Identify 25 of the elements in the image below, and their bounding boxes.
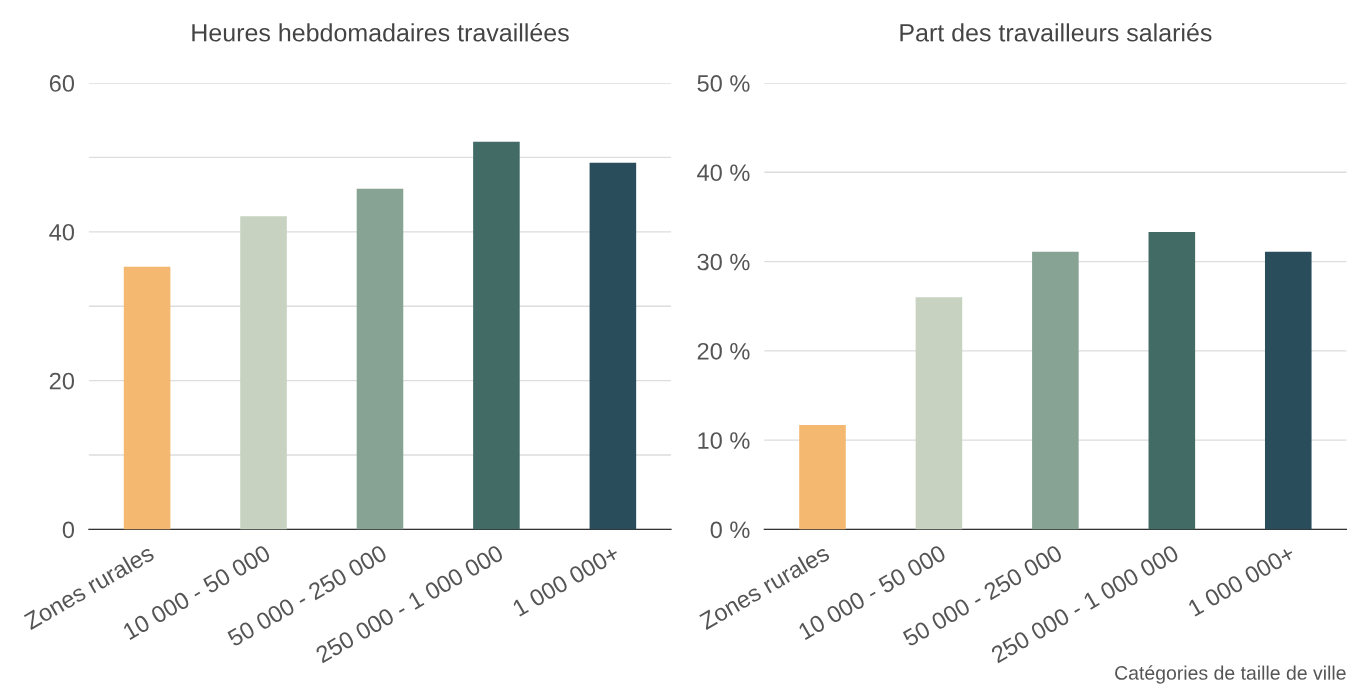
- bar: [589, 162, 637, 530]
- y-tick-label: 30 %: [697, 253, 750, 271]
- chart-title: Part des travailleurs salariés: [900, 22, 1212, 42]
- chart-title: Heures hebdomadaires travaillées: [192, 22, 569, 42]
- x-tick-label: 1 000 000+: [511, 544, 621, 617]
- y-tick-label: 40: [49, 223, 75, 241]
- x-tick-label: 1 000 000+: [1187, 544, 1296, 617]
- bar: [356, 188, 404, 530]
- bar: [473, 141, 520, 530]
- y-tick-label: 60: [49, 75, 75, 92]
- bar: [799, 424, 846, 530]
- y-tick-label: 10 %: [698, 432, 750, 449]
- y-tick-label: 40 %: [697, 164, 750, 182]
- bar: [123, 266, 171, 530]
- y-tick-label: 20: [49, 372, 75, 390]
- y-tick-label: 50 %: [697, 75, 750, 92]
- y-tick-label: 0: [62, 521, 75, 539]
- y-tick-label: 20 %: [697, 342, 750, 360]
- bar: [1264, 251, 1312, 530]
- text: Catégories de taille de ville: [1115, 665, 1346, 684]
- bar: [915, 297, 963, 530]
- bar: [1148, 232, 1196, 530]
- bar: [240, 216, 287, 530]
- y-tick-label: 0 %: [710, 521, 750, 539]
- bar: [1032, 251, 1079, 530]
